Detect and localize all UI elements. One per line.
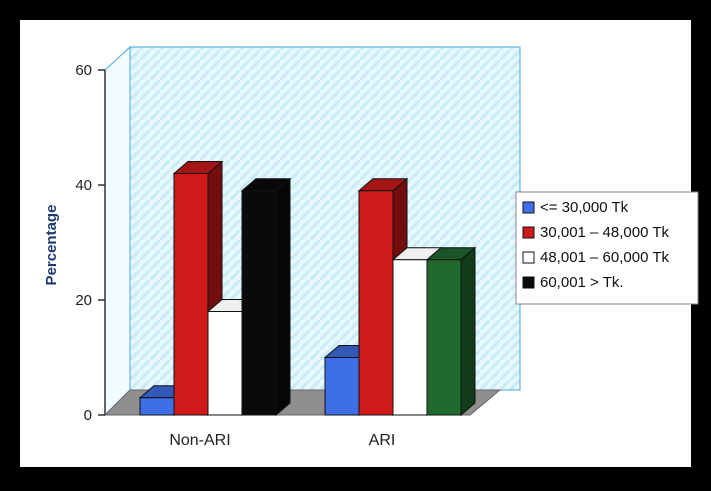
- bar-front: [426, 259, 462, 416]
- bar-front: [173, 173, 209, 416]
- legend-label: 48,001 – 60,000 Tk: [540, 249, 669, 266]
- legend-swatch: [522, 276, 535, 289]
- legend-box: [515, 191, 699, 305]
- y-tick-label: 0: [84, 407, 92, 424]
- bar-front: [139, 397, 175, 416]
- bar-front: [392, 259, 428, 416]
- legend-label: 30,001 – 48,000 Tk: [540, 224, 669, 241]
- x-category-label: Non-ARI: [169, 432, 230, 449]
- legend-swatch: [522, 201, 535, 214]
- bar-front: [207, 311, 243, 416]
- x-category-label: ARI: [369, 432, 396, 449]
- bar-front: [241, 190, 277, 416]
- y-tick-label: 20: [75, 292, 92, 309]
- bar-side: [275, 177, 291, 417]
- legend-swatch: [522, 226, 535, 239]
- y-tick-label: 40: [75, 177, 92, 194]
- bar: [240, 177, 292, 417]
- y-tick-label: 60: [75, 62, 92, 79]
- side-wall: [104, 45, 131, 417]
- bar: [425, 246, 477, 417]
- legend-swatch: [522, 251, 535, 264]
- legend-label: <= 30,000 Tk: [540, 199, 629, 216]
- bar: [172, 160, 224, 417]
- bar-front: [358, 190, 394, 416]
- bar-side: [460, 246, 476, 417]
- y-axis-label: Percentage: [43, 205, 60, 286]
- legend: <= 30,000 Tk 30,001 – 48,000 Tk 48,001 – 6…: [515, 191, 699, 305]
- legend-label: 60,001 > Tk.: [540, 274, 624, 291]
- bar-front: [324, 357, 360, 416]
